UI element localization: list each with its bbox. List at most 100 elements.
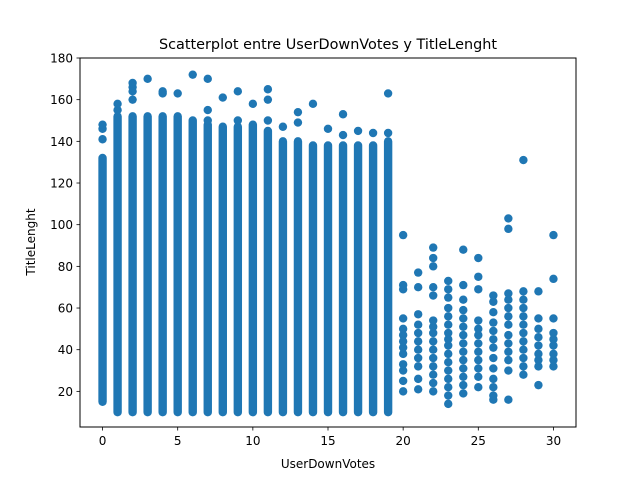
data-point [549, 230, 558, 240]
data-point [534, 349, 543, 359]
data-point [158, 87, 167, 96]
point-column-12 [278, 137, 288, 417]
data-point [459, 380, 468, 390]
data-point [444, 391, 453, 400]
data-point [474, 324, 483, 334]
data-point [489, 297, 498, 306]
data-point [398, 324, 408, 334]
data-point [459, 347, 468, 356]
dense-point-band [248, 120, 258, 417]
data-point [429, 353, 438, 363]
dense-point-band [368, 141, 378, 417]
data-point [549, 314, 558, 323]
data-point [489, 364, 498, 373]
point-column-2 [128, 112, 137, 417]
data-point [519, 337, 528, 346]
data-point [429, 316, 438, 325]
data-point [413, 385, 423, 394]
point-column-9 [233, 122, 243, 417]
point-column-5 [173, 112, 182, 417]
dense-point-band [278, 137, 288, 417]
data-point [444, 293, 453, 302]
data-point [444, 374, 453, 384]
data-point [459, 372, 468, 381]
data-point [429, 282, 438, 292]
data-point [429, 337, 438, 346]
data-point [429, 291, 438, 300]
data-point [203, 74, 212, 84]
data-point [459, 314, 468, 323]
data-point [293, 118, 303, 127]
dense-point-band [158, 112, 167, 417]
data-point [429, 378, 438, 388]
data-point [429, 243, 438, 252]
data-point [519, 320, 528, 329]
data-point [549, 349, 558, 359]
data-point [474, 272, 483, 281]
data-point [278, 122, 288, 131]
dense-point-band [203, 120, 212, 417]
data-point [534, 341, 543, 350]
data-point [398, 376, 408, 386]
point-column-3 [143, 112, 152, 417]
data-point [459, 355, 468, 365]
data-point [534, 333, 543, 342]
data-point [173, 89, 182, 98]
dense-point-band [113, 112, 122, 417]
y-tick-label: 60 [58, 302, 73, 316]
data-point [429, 322, 438, 331]
data-point [489, 335, 498, 344]
data-point [519, 370, 528, 379]
dense-point-band [293, 137, 303, 417]
data-point [519, 312, 528, 321]
data-point [398, 360, 408, 369]
data-point [338, 110, 348, 119]
data-point [504, 355, 513, 365]
data-point [474, 364, 483, 373]
data-point [549, 328, 558, 338]
data-point [504, 224, 513, 234]
data-point [248, 99, 258, 109]
data-point [474, 339, 483, 348]
dense-point-band [233, 122, 243, 417]
data-point [263, 116, 273, 125]
data-point [444, 276, 453, 286]
x-tick-label: 0 [99, 434, 107, 448]
data-point [459, 339, 468, 348]
x-tick-label: 10 [245, 434, 260, 448]
data-point [459, 280, 468, 290]
data-point [429, 253, 438, 263]
x-axis: 0 5 10 15 20 25 30 [99, 427, 561, 448]
data-point [459, 330, 468, 340]
data-point [413, 353, 423, 363]
data-point [489, 318, 498, 327]
data-point [203, 105, 212, 115]
data-point [549, 355, 558, 365]
data-point [444, 358, 453, 367]
data-point [128, 78, 137, 88]
x-tick-label: 25 [471, 434, 486, 448]
data-point [504, 289, 513, 298]
data-point [519, 287, 528, 296]
data-point [98, 120, 107, 129]
y-tick-label: 100 [50, 218, 73, 232]
x-tick-label: 30 [546, 434, 561, 448]
data-point [444, 366, 453, 375]
data-point [534, 380, 543, 390]
data-point [398, 343, 408, 352]
x-tick-label: 15 [320, 434, 335, 448]
data-point [398, 349, 408, 359]
data-point [413, 310, 423, 319]
data-point [474, 355, 483, 365]
data-point [233, 116, 243, 125]
data-point [534, 287, 543, 296]
data-point [444, 303, 453, 313]
data-point [504, 295, 513, 304]
data-point [413, 362, 423, 371]
dense-point-band [188, 116, 197, 417]
data-point [474, 253, 483, 263]
data-point [338, 130, 348, 140]
y-tick-label: 160 [50, 93, 73, 107]
point-column-1 [113, 112, 122, 417]
